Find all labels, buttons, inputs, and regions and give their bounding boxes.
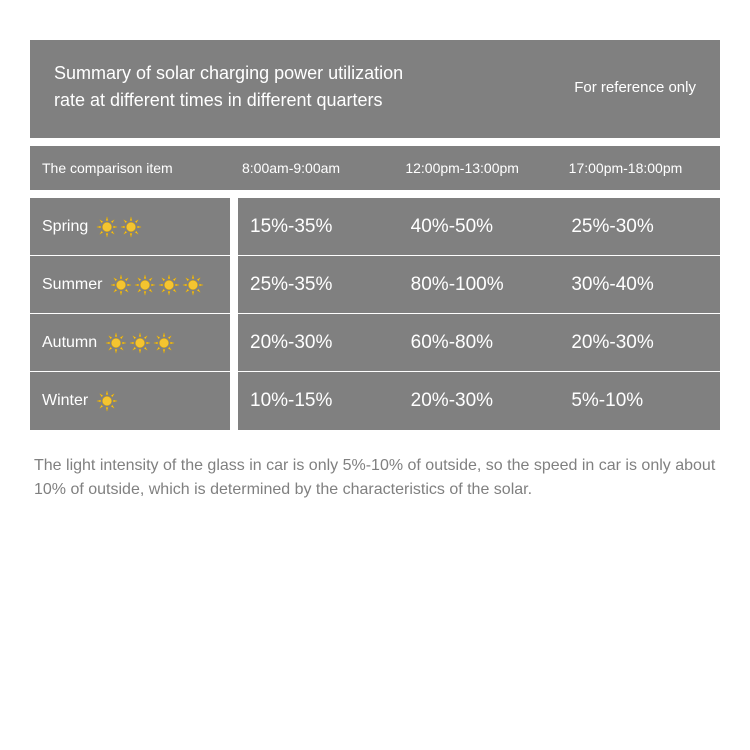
sun-icons xyxy=(105,332,175,354)
title-main: Summary of solar charging power utilizat… xyxy=(54,60,403,114)
sun-icon xyxy=(120,216,142,238)
sun-icons xyxy=(110,274,204,296)
sun-icon xyxy=(96,216,118,238)
sun-icon xyxy=(129,332,151,354)
value-cell: 20%-30% xyxy=(559,332,720,354)
value-cell: 5%-10% xyxy=(559,390,720,412)
sun-icon xyxy=(153,332,175,354)
table-header: The comparison item 8:00am-9:00am 12:00p… xyxy=(30,146,720,190)
season-name: Autumn xyxy=(42,334,97,352)
sun-icon xyxy=(134,274,156,296)
footnote-text: The light intensity of the glass in car … xyxy=(30,430,720,502)
header-label: The comparison item xyxy=(30,160,230,176)
values-column: 15%-35%40%-50%25%-30%25%-35%80%-100%30%-… xyxy=(238,198,720,430)
sun-icon xyxy=(158,274,180,296)
values-row: 25%-35%80%-100%30%-40% xyxy=(238,256,720,314)
title-line1: Summary of solar charging power utilizat… xyxy=(54,60,403,87)
title-line2: rate at different times in different qua… xyxy=(54,87,403,114)
season-row: Summer xyxy=(30,256,230,314)
value-cell: 25%-35% xyxy=(238,274,399,296)
values-row: 15%-35%40%-50%25%-30% xyxy=(238,198,720,256)
value-cell: 10%-15% xyxy=(238,390,399,412)
header-col1: 8:00am-9:00am xyxy=(230,160,393,176)
season-row: Spring xyxy=(30,198,230,256)
value-cell: 30%-40% xyxy=(559,274,720,296)
sun-icon xyxy=(182,274,204,296)
season-row: Autumn xyxy=(30,314,230,372)
seasons-column: Spring Summer xyxy=(30,198,230,430)
season-row: Winter xyxy=(30,372,230,430)
value-cell: 80%-100% xyxy=(399,274,560,296)
sun-icon xyxy=(105,332,127,354)
value-cell: 25%-30% xyxy=(559,216,720,238)
title-reference: For reference only xyxy=(544,79,696,96)
value-cell: 20%-30% xyxy=(399,390,560,412)
value-cell: 40%-50% xyxy=(399,216,560,238)
values-row: 10%-15%20%-30%5%-10% xyxy=(238,372,720,430)
sun-icons xyxy=(96,390,118,412)
table-body: Spring Summer xyxy=(30,198,720,430)
sun-icons xyxy=(96,216,142,238)
season-name: Winter xyxy=(42,392,88,410)
season-name: Summer xyxy=(42,276,102,294)
season-name: Spring xyxy=(42,218,88,236)
title-bar: Summary of solar charging power utilizat… xyxy=(30,40,720,138)
header-col2: 12:00pm-13:00pm xyxy=(393,160,556,176)
sun-icon xyxy=(110,274,132,296)
value-cell: 20%-30% xyxy=(238,332,399,354)
sun-icon xyxy=(96,390,118,412)
value-cell: 15%-35% xyxy=(238,216,399,238)
value-cell: 60%-80% xyxy=(399,332,560,354)
values-row: 20%-30%60%-80%20%-30% xyxy=(238,314,720,372)
header-col3: 17:00pm-18:00pm xyxy=(557,160,720,176)
